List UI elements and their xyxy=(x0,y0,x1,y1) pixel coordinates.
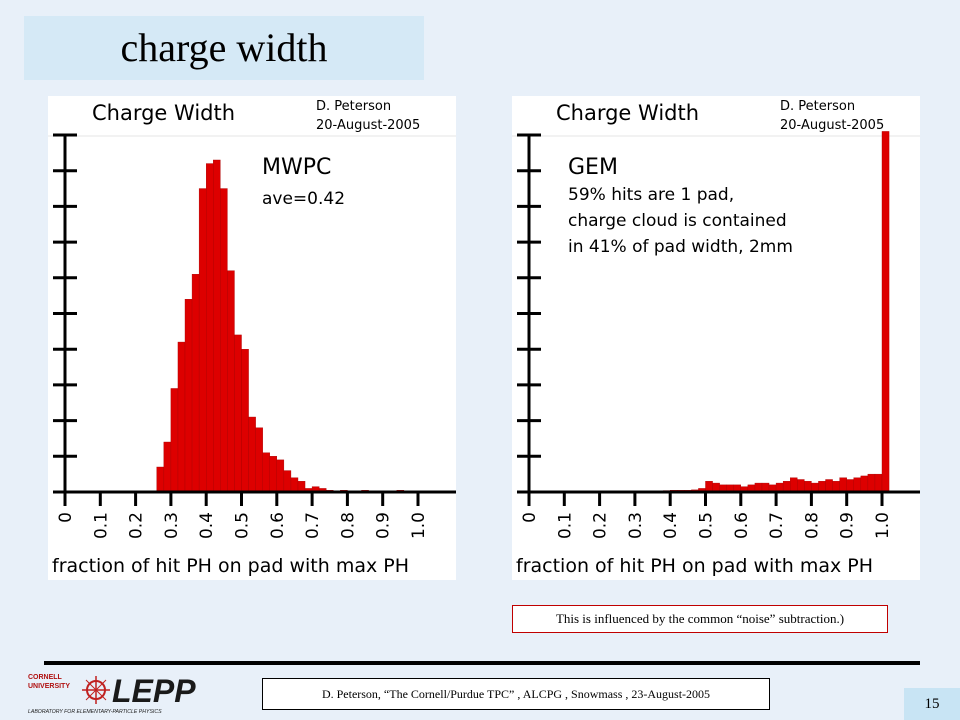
chart-date: 20-August-2005 xyxy=(780,118,884,133)
histogram-bar xyxy=(861,476,868,492)
histogram-bar xyxy=(840,478,847,492)
annotation-line-3: charge cloud is contained xyxy=(568,211,787,231)
histogram-mwpc: Charge Width D. Peterson 20-August-2005 … xyxy=(48,96,456,580)
histogram-bar xyxy=(277,460,284,492)
histogram-bar xyxy=(706,481,713,492)
histogram-bar xyxy=(206,164,213,492)
histogram-bar xyxy=(797,480,804,492)
histogram-bar xyxy=(790,478,797,492)
x-tick-label: 0.2 xyxy=(127,512,147,539)
x-axis-label: fraction of hit PH on pad with max PH xyxy=(516,555,873,577)
note-box: This is influenced by the common “noise”… xyxy=(512,605,888,633)
x-tick-label: 0.3 xyxy=(626,512,646,539)
chart-author: D. Peterson xyxy=(316,99,391,114)
x-tick-label: 0.9 xyxy=(374,512,394,539)
x-tick-label: 0.9 xyxy=(838,512,858,539)
logo-name: LEPP xyxy=(112,673,196,709)
x-tick-label: 0.5 xyxy=(233,512,253,539)
radiant-star-icon xyxy=(82,676,110,704)
histogram-bar xyxy=(868,474,875,492)
x-axis-label: fraction of hit PH on pad with max PH xyxy=(52,555,409,577)
x-axis: 0 0.1 0.2 0.3 0.4 0.5 0.6 0.7 0.8 0.9 1.0 xyxy=(53,492,456,539)
annotation-line-4: in 41% of pad width, 2mm xyxy=(568,237,793,257)
chart-panel-mwpc: Charge Width D. Peterson 20-August-2005 … xyxy=(48,96,456,580)
title-box: charge width xyxy=(24,16,424,80)
histogram-gem: Charge Width D. Peterson 20-August-2005 … xyxy=(512,96,920,580)
histogram-bar xyxy=(804,481,811,492)
histogram-bar xyxy=(185,299,192,492)
x-tick-label: 0.3 xyxy=(162,512,182,539)
x-tick-label: 1.0 xyxy=(873,512,893,539)
histogram-bar xyxy=(833,481,840,492)
histogram-bar xyxy=(847,480,854,492)
chart-author: D. Peterson xyxy=(780,99,855,114)
histogram-bar xyxy=(199,189,206,492)
histogram-bar xyxy=(157,467,164,492)
chart-panel-gem: Charge Width D. Peterson 20-August-2005 … xyxy=(512,96,920,580)
histogram-bar xyxy=(875,474,882,492)
x-tick-label: 0.7 xyxy=(303,512,323,539)
x-tick-label: 0.4 xyxy=(197,512,217,539)
histogram-bar xyxy=(192,274,199,492)
histogram-bar xyxy=(178,342,185,492)
histogram-bar xyxy=(298,481,305,492)
slide-title: charge width xyxy=(24,16,424,80)
x-tick-label: 0 xyxy=(520,512,540,523)
x-axis: 0 0.1 0.2 0.3 0.4 0.5 0.6 0.7 0.8 0.9 1.0 xyxy=(517,492,920,539)
annotation-line-1: GEM xyxy=(568,155,618,180)
x-tick-label: 0.8 xyxy=(802,512,822,539)
lepp-logo: CORNELL UNIVERSITY LEPP LABORATORY FOR E… xyxy=(26,670,202,716)
histogram-bar xyxy=(818,481,825,492)
x-tick-label: 0.8 xyxy=(338,512,358,539)
footer-citation: D. Peterson, “The Cornell/Purdue TPC” , … xyxy=(262,678,770,710)
x-tick-label: 0.1 xyxy=(91,512,111,539)
logo-subtitle: LABORATORY FOR ELEMENTARY-PARTICLE PHYSI… xyxy=(28,709,162,715)
histogram-bar xyxy=(882,131,889,492)
annotation-line-1: MWPC xyxy=(262,155,331,180)
x-tick-label: 0.1 xyxy=(555,512,575,539)
chart-title: Charge Width xyxy=(92,101,235,125)
page-number: 15 xyxy=(904,688,960,720)
histogram-bar xyxy=(164,442,171,492)
histogram-bar xyxy=(227,271,234,492)
x-tick-label: 0.6 xyxy=(268,512,288,539)
histogram-bar xyxy=(171,388,178,492)
logo-university-line-1: CORNELL xyxy=(28,674,63,681)
histogram-bar xyxy=(256,428,263,492)
footer-rule xyxy=(44,661,920,665)
histogram-bar xyxy=(220,189,227,492)
annotation-line-2: 59% hits are 1 pad, xyxy=(568,185,734,205)
x-tick-label: 1.0 xyxy=(409,512,429,539)
histogram-bar xyxy=(263,453,270,492)
x-tick-label: 0.4 xyxy=(661,512,681,539)
histogram-bar xyxy=(291,478,298,492)
x-tick-label: 0.7 xyxy=(767,512,787,539)
histogram-bar xyxy=(826,480,833,492)
x-tick-label: 0 xyxy=(56,512,76,523)
histogram-bar xyxy=(242,349,249,492)
chart-title: Charge Width xyxy=(556,101,699,125)
histogram-bar xyxy=(249,417,256,492)
histogram-bar xyxy=(284,471,291,492)
histogram-bar xyxy=(783,481,790,492)
histogram-bar xyxy=(854,478,861,492)
y-axis xyxy=(517,135,541,492)
histogram-bar xyxy=(213,160,220,492)
x-tick-label: 0.2 xyxy=(591,512,611,539)
logo-university-line-2: UNIVERSITY xyxy=(28,683,70,690)
x-tick-label: 0.5 xyxy=(697,512,717,539)
histogram-bar xyxy=(270,456,277,492)
bar-group xyxy=(157,160,404,492)
y-axis xyxy=(53,135,77,492)
x-tick-label: 0.6 xyxy=(732,512,752,539)
chart-date: 20-August-2005 xyxy=(316,118,420,133)
histogram-bar xyxy=(234,335,241,492)
annotation-line-2: ave=0.42 xyxy=(262,189,345,209)
